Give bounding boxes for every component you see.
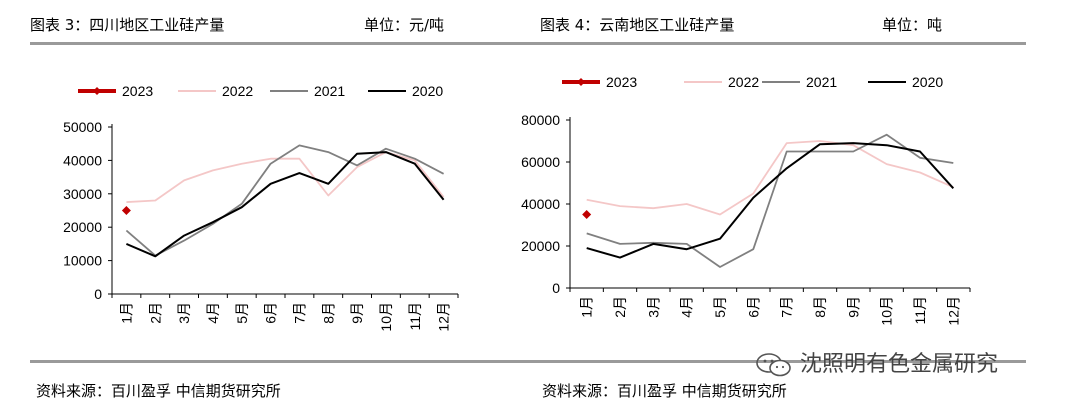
left-chart-series-line-2020 (126, 151, 445, 258)
left-chart-y-tick-label: 30000 (63, 186, 102, 202)
right-chart-unit: 单位：吨 (882, 16, 943, 34)
right-source-note: 资料来源：百川盈孚 中信期货研究所 (542, 382, 787, 400)
left-chart-title: 图表 3：四川地区工业硅产量 (30, 16, 225, 34)
right-chart-x-tick-label: 9月 (845, 296, 861, 318)
left-chart-unit: 单位：元/吨 (364, 16, 445, 34)
right-chart-x-tick-label: 8月 (812, 296, 828, 318)
right-chart-series-line-2022 (586, 140, 954, 216)
left-chart-x-tick-label: 10月 (378, 302, 394, 332)
left-chart-x-tick-label: 11月 (407, 302, 423, 331)
left-chart-y-tick-label: 40000 (63, 152, 102, 168)
right-chart-y-tick-label: 20000 (521, 238, 560, 254)
right-chart-x-tick-label: 3月 (645, 296, 661, 318)
left-chart-y-tick-label: 10000 (63, 253, 102, 269)
left-chart-legend-label-2020: 2020 (412, 83, 443, 99)
left-chart-x-tick-label: 2月 (147, 302, 163, 324)
right-chart-legend-label-2023: 2023 (606, 74, 637, 90)
left-chart-legend-label-2021: 2021 (314, 83, 345, 99)
footer-divider (30, 360, 1026, 363)
left-chart-point-2023 (121, 206, 131, 215)
right-chart-x-tick-label: 2月 (612, 296, 628, 318)
right-chart-x-tick-label: 6月 (745, 296, 761, 318)
right-chart-y-tick-label: 40000 (521, 196, 560, 212)
left-chart-y-tick-label: 0 (94, 286, 102, 302)
left-chart-x-tick-label: 4月 (205, 302, 221, 324)
left-chart: 2023 2022 2021 2020 0 10000 20000 30000 40000 500… (63, 83, 459, 332)
left-chart-series-line-2022 (126, 151, 445, 203)
left-chart-x-tick-label: 12月 (436, 302, 452, 332)
header-divider (30, 42, 1026, 45)
right-chart-y-tick-label: 80000 (521, 112, 560, 128)
right-chart-legend-label-2021: 2021 (806, 74, 837, 90)
right-chart-x-tick-label: 7月 (779, 296, 795, 318)
left-chart-x-tick-label: 9月 (349, 302, 365, 324)
right-chart-x-tick-label: 4月 (679, 296, 695, 318)
right-chart-y-tick-label: 60000 (521, 154, 560, 170)
left-source-note: 资料来源：百川盈孚 中信期货研究所 (36, 382, 281, 400)
right-chart-series-line-2021 (586, 133, 954, 268)
left-chart-x-tick-label: 1月 (118, 302, 134, 324)
left-chart-legend-label-2022: 2022 (222, 83, 253, 99)
right-chart: 2023 2022 2021 2020 0 20000 40000 60000 80000 1月 2… (521, 74, 971, 326)
left-chart-series-line-2021 (125, 144, 445, 257)
left-chart-y-tick-label: 20000 (63, 219, 102, 235)
left-chart-x-tick-label: 5月 (234, 302, 250, 324)
wechat-icon (756, 353, 791, 377)
right-chart-y-tick-label: 0 (552, 280, 560, 296)
left-chart-y-tick-label: 50000 (63, 119, 102, 135)
right-chart-title: 图表 4：云南地区工业硅产量 (540, 16, 735, 34)
left-chart-legend-label-2023: 2023 (122, 83, 153, 99)
right-chart-point-2023 (582, 210, 592, 219)
left-chart-legend-marker-2023 (93, 87, 101, 95)
right-chart-x-tick-label: 10月 (879, 296, 895, 326)
right-chart-x-tick-label: 11月 (912, 296, 928, 325)
left-chart-x-tick-label: 6月 (263, 302, 279, 324)
right-chart-x-tick-label: 1月 (579, 296, 595, 318)
right-chart-legend-label-2022: 2022 (728, 74, 759, 90)
right-chart-x-tick-label: 12月 (945, 296, 961, 326)
right-chart-x-tick-label: 5月 (712, 296, 728, 318)
right-chart-legend-label-2020: 2020 (912, 74, 943, 90)
right-chart-series-line-2020 (586, 142, 955, 259)
watermark: 沈照明有色金属研究 (755, 346, 998, 378)
right-chart-legend-marker-2023 (577, 78, 585, 86)
left-chart-x-tick-label: 7月 (291, 302, 307, 324)
left-chart-x-tick-label: 3月 (176, 302, 192, 324)
left-chart-x-tick-label: 8月 (320, 302, 336, 324)
watermark-text: 沈照明有色金属研究 (800, 352, 999, 377)
